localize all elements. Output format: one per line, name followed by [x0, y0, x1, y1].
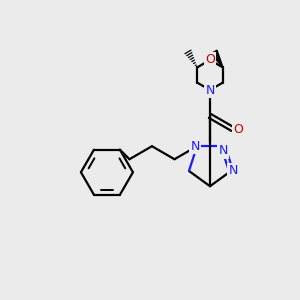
Text: N: N [228, 164, 238, 178]
Polygon shape [211, 50, 223, 68]
Text: O: O [205, 53, 215, 67]
Text: N: N [190, 140, 200, 153]
Text: N: N [218, 144, 228, 157]
Text: O: O [234, 122, 244, 136]
Text: N: N [205, 83, 215, 97]
